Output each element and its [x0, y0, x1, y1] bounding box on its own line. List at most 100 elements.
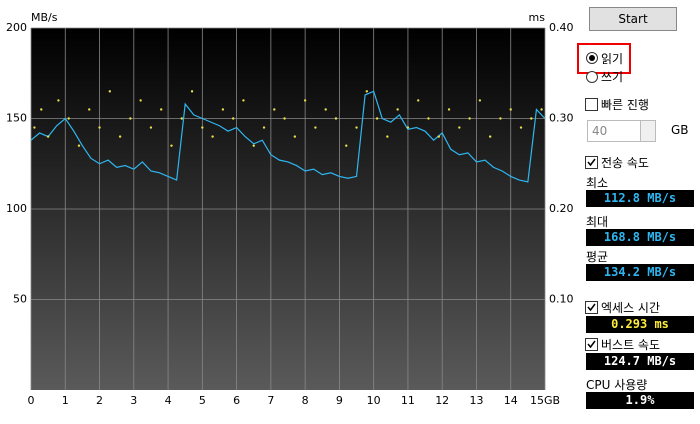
access-point: [252, 144, 255, 147]
burst-value: 124.7 MB/s: [586, 353, 694, 370]
access-point: [406, 126, 410, 129]
access-point: [118, 135, 122, 138]
access-point: [437, 135, 440, 138]
x-tick-label: 6: [233, 394, 240, 407]
access-point: [149, 126, 153, 129]
x-tick-label: 2: [96, 394, 103, 407]
highlight-box: [577, 43, 631, 74]
access-point: [67, 117, 70, 120]
access-point: [201, 126, 204, 129]
write-label[interactable]: 쓰기: [601, 70, 624, 84]
x-tick-label: 8: [302, 394, 309, 407]
x-tick-label: 0: [28, 394, 35, 407]
access-checkbox[interactable]: [585, 301, 598, 314]
y2-tick-label: 0.20: [549, 202, 574, 215]
x-tick-label: 3: [130, 394, 137, 407]
radio-write[interactable]: [585, 70, 599, 84]
access-point: [303, 99, 307, 102]
x-tick-label: 13: [469, 394, 483, 407]
access-point: [46, 135, 50, 138]
quick-checkbox[interactable]: [585, 98, 598, 111]
access-point: [334, 117, 338, 120]
x-tick-label: 12: [435, 394, 449, 407]
quick-label[interactable]: 빠른 진행: [601, 98, 649, 112]
y2-tick-label: 0.30: [549, 112, 574, 125]
access-point: [530, 117, 533, 120]
access-point: [355, 126, 358, 129]
access-point: [427, 117, 430, 120]
access-point: [283, 117, 286, 120]
access-point: [180, 117, 183, 120]
access-point: [417, 99, 420, 102]
y2-tick-label: 0.40: [549, 21, 574, 34]
start-button[interactable]: Start: [589, 7, 677, 31]
cpu-value: 1.9%: [586, 392, 694, 409]
access-point: [88, 108, 91, 111]
access-point: [40, 108, 43, 111]
access-point: [458, 126, 461, 129]
access-point: [324, 108, 327, 111]
y-tick-label: 150: [6, 112, 27, 125]
access-point: [375, 117, 379, 120]
max-label: 최대: [586, 215, 609, 229]
access-point: [519, 126, 523, 129]
access-point: [345, 144, 348, 147]
avg-label: 평균: [586, 250, 609, 264]
max-value: 168.8 MB/s: [586, 229, 694, 246]
access-value: 0.293 ms: [586, 316, 694, 333]
access-point: [170, 144, 173, 147]
access-point: [314, 126, 317, 129]
access-point: [77, 144, 81, 147]
min-label: 최소: [586, 176, 609, 190]
transfer-label[interactable]: 전송 속도: [601, 156, 649, 170]
access-point: [33, 126, 36, 129]
spinner[interactable]: [640, 120, 656, 142]
access-point: [242, 99, 245, 102]
access-point: [468, 117, 471, 120]
access-point: [488, 135, 492, 138]
x-tick-label: 7: [267, 394, 274, 407]
access-point: [396, 108, 399, 111]
access-point: [129, 117, 132, 120]
size-input[interactable]: 40: [587, 120, 645, 142]
x-tick-label: 11: [401, 394, 415, 407]
access-point: [499, 117, 502, 120]
access-point: [386, 135, 389, 138]
access-point: [57, 99, 60, 102]
access-point: [231, 117, 235, 120]
y-tick-label: 50: [13, 293, 27, 306]
burst-label[interactable]: 버스트 속도: [601, 338, 661, 352]
access-point: [273, 108, 276, 111]
access-point: [509, 108, 512, 111]
avg-value: 134.2 MB/s: [586, 264, 694, 281]
access-point: [221, 108, 225, 111]
burst-checkbox[interactable]: [585, 338, 598, 351]
access-point: [478, 99, 482, 102]
y2-tick-label: 0.10: [549, 293, 574, 306]
access-point: [190, 90, 194, 93]
access-point: [262, 126, 266, 129]
read-label[interactable]: 읽기: [601, 52, 624, 66]
y-tick-label: 100: [6, 202, 27, 215]
access-point: [447, 108, 451, 111]
size-unit: GB: [671, 123, 689, 137]
x-tick-label: 9: [336, 394, 343, 407]
y2-axis-label: ms: [529, 11, 546, 24]
x-tick-label: 5: [199, 394, 206, 407]
access-point: [540, 108, 543, 111]
transfer-checkbox[interactable]: [585, 156, 598, 169]
radio-read[interactable]: [585, 51, 599, 65]
y-axis-label: MB/s: [31, 11, 58, 24]
x-tick-label: 4: [165, 394, 172, 407]
x-tick-label: 10: [367, 394, 381, 407]
access-point: [293, 135, 297, 138]
access-point: [211, 135, 214, 138]
x-tick-label: 15GB: [530, 394, 560, 407]
access-point: [365, 90, 369, 93]
min-value: 112.8 MB/s: [586, 190, 694, 207]
access-point: [160, 108, 163, 111]
access-label[interactable]: 엑세스 시간: [601, 301, 661, 315]
access-point: [108, 90, 112, 93]
x-tick-label: 14: [504, 394, 518, 407]
